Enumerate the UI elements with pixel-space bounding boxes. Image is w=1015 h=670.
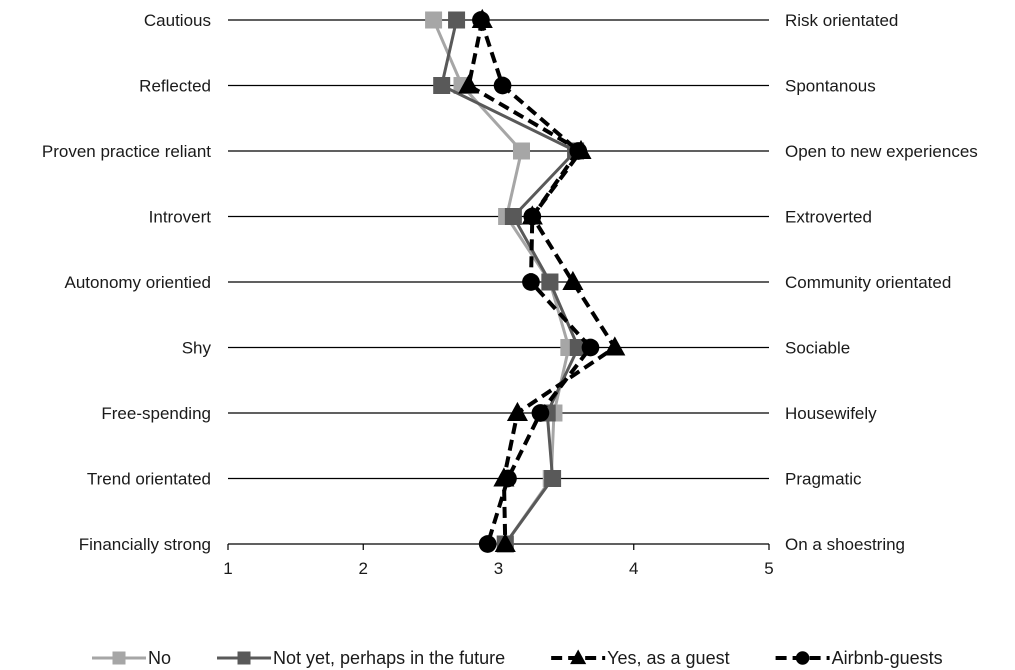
- legend-item: No: [92, 648, 171, 668]
- series-1: [433, 11, 587, 553]
- data-point-triangle: [458, 74, 480, 94]
- legend: No Not yet, perhaps in the future Yes, as …: [92, 648, 943, 668]
- left-label: Introvert: [149, 208, 212, 227]
- x-tick-label: 3: [494, 559, 503, 578]
- left-label: Shy: [182, 339, 212, 358]
- data-point-square: [512, 142, 530, 160]
- data-point-circle: [569, 142, 588, 160]
- data-point-triangle: [562, 270, 584, 291]
- data-point-square: [425, 11, 443, 29]
- data-point-triangle: [506, 401, 528, 422]
- right-label: Risk orientated: [785, 11, 898, 30]
- right-label: Housewifely: [785, 404, 877, 423]
- left-label: Cautious: [144, 11, 211, 30]
- data-point-circle: [472, 11, 490, 29]
- x-tick-label: 2: [359, 559, 368, 578]
- left-label: Reflected: [139, 77, 211, 96]
- data-point-triangle: [604, 336, 626, 356]
- data-point-square: [569, 339, 587, 356]
- data-point-circle: [499, 469, 517, 488]
- left-label: Free-spending: [101, 404, 211, 423]
- data-point-circle: [493, 76, 512, 95]
- legend-label: No: [148, 648, 171, 668]
- right-label: Spontanous: [785, 77, 876, 96]
- x-tick-label: 4: [629, 559, 638, 578]
- data-point-circle: [795, 651, 810, 665]
- right-label: Community orientated: [785, 273, 951, 292]
- legend-label: Airbnb-guests: [832, 648, 943, 668]
- right-label: On a shoestring: [785, 535, 905, 554]
- legend-item: Not yet, perhaps in the future: [217, 648, 505, 668]
- left-label: Trend orientated: [87, 470, 211, 489]
- legend-item: Airbnb-guests: [775, 648, 943, 668]
- data-point-circle: [523, 207, 542, 226]
- data-point-circle: [531, 404, 550, 422]
- data-point-square: [448, 11, 466, 29]
- grid-lines: [228, 19, 769, 545]
- data-point-square: [433, 77, 451, 94]
- series-group: [425, 8, 626, 553]
- data-point-square: [544, 470, 562, 487]
- data-point-triangle: [494, 532, 516, 553]
- right-label: Extroverted: [785, 208, 872, 227]
- series-3: [472, 11, 600, 553]
- left-label: Proven practice reliant: [42, 142, 211, 161]
- series-line: [466, 19, 617, 545]
- x-tick-label: 1: [223, 559, 232, 578]
- left-label: Autonomy orientied: [65, 273, 211, 292]
- legend-label: Not yet, perhaps in the future: [273, 648, 505, 668]
- data-point-circle: [522, 273, 540, 291]
- legend-label: Yes, as a guest: [607, 648, 729, 668]
- left-labels: Cautious Reflected Proven practice reliant…: [42, 11, 212, 554]
- data-point-square: [237, 651, 251, 665]
- right-label: Pragmatic: [785, 470, 862, 489]
- data-point-square: [504, 208, 522, 225]
- data-point-circle: [478, 535, 497, 553]
- data-point-square: [112, 651, 126, 665]
- right-labels: Risk orientated Spontanous Open to new exp…: [785, 11, 978, 554]
- data-point-circle: [581, 338, 600, 357]
- data-point-square: [541, 273, 559, 291]
- left-label: Financially strong: [79, 535, 211, 554]
- x-tick-label: 5: [764, 559, 773, 578]
- right-label: Open to new experiences: [785, 142, 978, 161]
- data-point-triangle: [570, 649, 587, 665]
- right-label: Sociable: [785, 339, 850, 358]
- legend-item: Yes, as a guest: [551, 648, 730, 668]
